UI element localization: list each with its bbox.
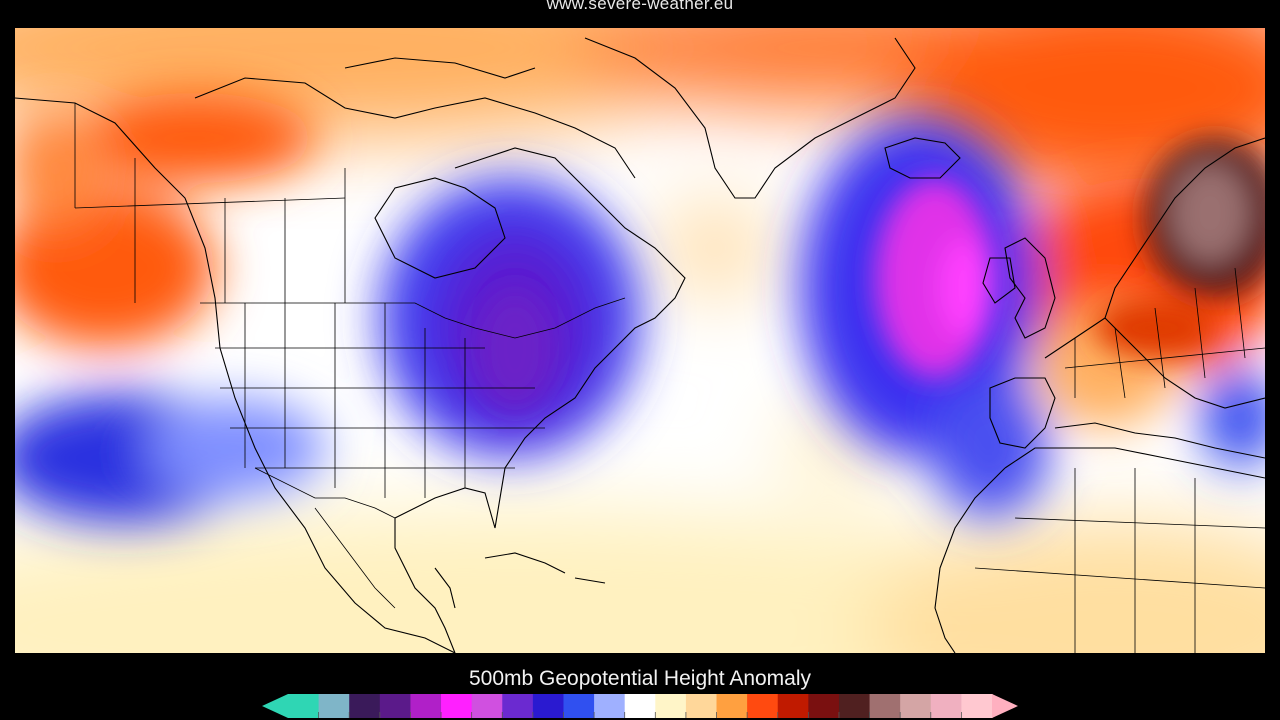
colorbar-segment (532, 694, 565, 718)
colorbar-segment (838, 694, 871, 718)
anomaly-map-svg (15, 28, 1265, 653)
colorbar-segment (318, 694, 350, 718)
legend-title: 500mb Geopotential Height Anomaly (468, 667, 812, 690)
colorbar-segment (349, 694, 381, 718)
colorbar-segment (563, 694, 595, 718)
colorbar-segment (441, 694, 473, 718)
colorbar-segment (594, 694, 626, 718)
colorbar-segment (747, 694, 779, 718)
colorbar-segment (716, 694, 748, 718)
colorbar-max-arrow (992, 694, 1018, 718)
colorbar-segment (379, 694, 412, 718)
colorbar-segments (288, 694, 993, 718)
colorbar-segment (410, 694, 442, 718)
colorbar-segment (685, 694, 718, 718)
political-borders (74, 103, 1265, 653)
colorbar-segment (502, 694, 534, 718)
source-watermark: www.severe-weather.eu (546, 0, 734, 13)
colorbar-segment (808, 694, 840, 718)
coastlines (15, 37, 1265, 653)
colorbar-segment (471, 694, 503, 718)
colorbar-segment (624, 694, 656, 718)
colorbar-segment (777, 694, 809, 718)
colorbar-segment (869, 694, 901, 718)
colorbar-segment (961, 694, 993, 718)
colorbar-min-arrow (262, 694, 288, 718)
anomaly-map (15, 28, 1265, 653)
colorbar-segment (655, 694, 687, 718)
colorbar (262, 694, 1018, 718)
colorbar-segment (900, 694, 932, 718)
colorbar-segment (288, 694, 320, 718)
colorbar-segment (930, 694, 962, 718)
